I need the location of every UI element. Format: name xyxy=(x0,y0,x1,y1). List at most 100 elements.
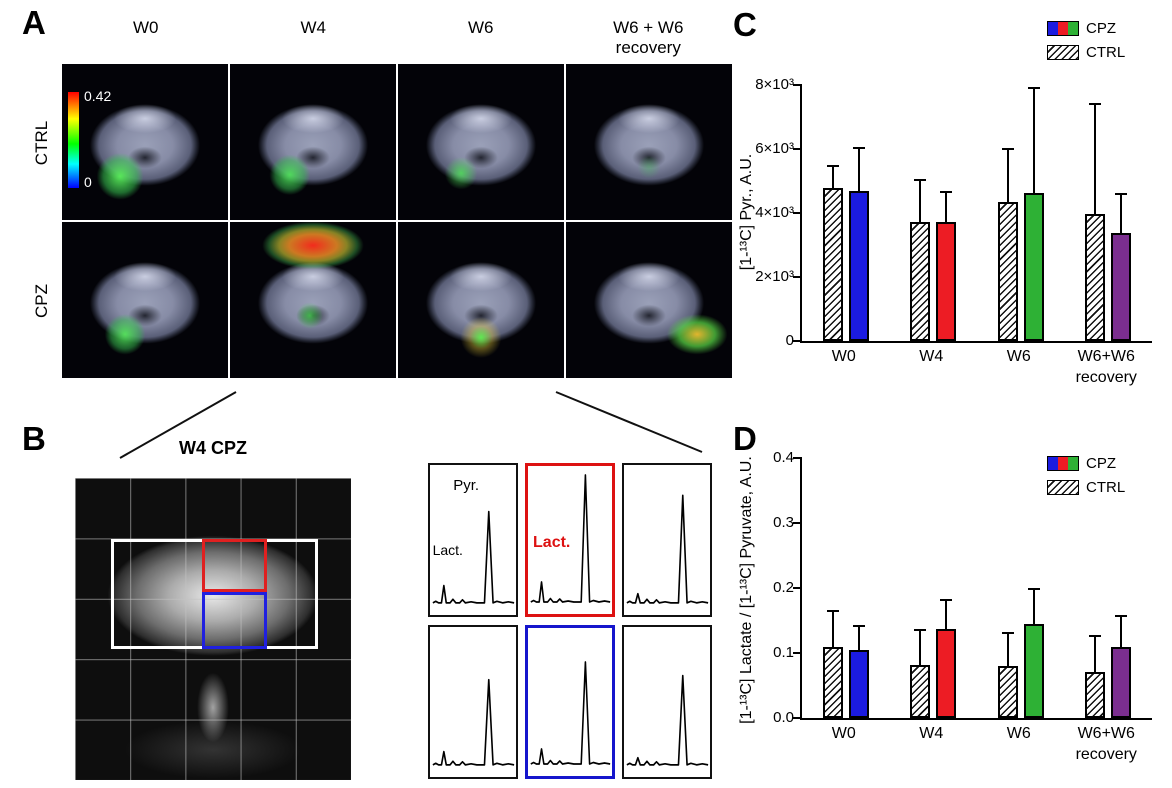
bar-cpz-w4 xyxy=(936,222,956,341)
y-axis-tick xyxy=(793,717,802,719)
bar-cpz-w6 xyxy=(1024,624,1044,718)
row-label-cpz: CPZ xyxy=(32,284,51,318)
bar-ctrl-w6 xyxy=(998,666,1018,718)
error-bar-cap xyxy=(1115,193,1127,195)
y-axis-tick xyxy=(793,652,802,654)
legend-label-ctrl: CTRL xyxy=(1086,44,1126,61)
panel-b-title: W4 CPZ xyxy=(178,438,247,458)
error-bar-cap xyxy=(1028,588,1040,590)
error-bar xyxy=(919,181,921,222)
ctrl-legend-swatch xyxy=(1047,45,1079,60)
legend-item-ctrl: CTRL xyxy=(1047,479,1125,496)
roi-red-box xyxy=(202,539,267,592)
error-bar xyxy=(1120,195,1122,233)
connector-lines xyxy=(119,391,703,459)
spectrum-trace xyxy=(432,510,515,604)
legend-panel-c: CPZ CTRL xyxy=(1047,20,1125,61)
error-bar xyxy=(1033,89,1035,193)
spectrum-top-left: Pyr. Lact. xyxy=(428,463,518,617)
lactate-peak-label-red: Lact. xyxy=(533,534,571,552)
x-category-label: W0 xyxy=(831,348,856,365)
error-bar-cap xyxy=(1002,148,1014,150)
mri-image-cpz-w6 xyxy=(398,222,564,378)
mri-image-ctrl-w6 xyxy=(398,64,564,220)
error-bar-cap xyxy=(940,599,952,601)
spectrum-top-right xyxy=(622,463,712,617)
spectrum-trace xyxy=(530,661,611,765)
y-tick-label: 8×10³ xyxy=(755,76,794,93)
voxel-grid-overlay xyxy=(75,478,351,780)
error-bar-cap xyxy=(1089,635,1101,637)
legend-label-ctrl: CTRL xyxy=(1086,479,1126,496)
error-bar xyxy=(1007,150,1009,202)
error-bar-cap xyxy=(1002,632,1014,634)
error-bar-cap xyxy=(1115,615,1127,617)
error-bar xyxy=(858,149,860,191)
ctrl-legend-swatch xyxy=(1047,480,1079,495)
legend-item-ctrl: CTRL xyxy=(1047,44,1125,61)
error-bar-cap xyxy=(914,179,926,181)
spectra-grid: Pyr. Lact. Lact. xyxy=(428,463,712,779)
colorbar-min-label: 0 xyxy=(84,174,92,190)
x-category-label: W6 xyxy=(1006,348,1031,365)
error-bar xyxy=(1120,617,1122,647)
x-category-label: W6 xyxy=(1006,725,1031,742)
mri-image-cpz-w6w6-recovery xyxy=(566,222,732,378)
header-w6: W6 xyxy=(468,18,494,37)
bar-ctrl-w6 xyxy=(998,202,1018,341)
spectrum-bottom-left xyxy=(428,625,518,779)
legend-panel-d: CPZ CTRL xyxy=(1047,455,1125,496)
x-category-label: W4 xyxy=(919,348,944,365)
panel-b-label: B xyxy=(22,420,46,457)
error-bar-cap xyxy=(1089,103,1101,105)
roi-blue-box xyxy=(202,592,267,649)
spectrum-trace xyxy=(530,474,611,603)
bar-cpz-w0 xyxy=(849,191,869,341)
spectrum-trace xyxy=(626,674,709,766)
cpz-legend-swatch xyxy=(1047,456,1079,471)
x-category-label: W6+W6 recovery xyxy=(1075,725,1137,763)
y-axis-tick xyxy=(793,212,802,214)
spectrum-trace xyxy=(626,494,709,604)
header-w4: W4 xyxy=(300,18,327,37)
bar-ctrl-w6-w6 xyxy=(1085,672,1105,718)
timepoint-headers: W0 W4 W6 W6 + W6 recovery xyxy=(62,18,732,57)
panel-c-label: C xyxy=(733,6,757,43)
y-tick-label: 6×10³ xyxy=(755,140,794,157)
error-bar-cap xyxy=(853,147,865,149)
error-bar xyxy=(832,612,834,647)
panel-a-label: A xyxy=(22,4,46,41)
y-axis-tick xyxy=(793,148,802,150)
bar-cpz-w4 xyxy=(936,629,956,718)
lactate-peak-label: Lact. xyxy=(432,541,463,558)
legend-label-cpz: CPZ xyxy=(1086,20,1116,37)
mri-image-grid xyxy=(62,64,732,378)
error-bar-cap xyxy=(914,629,926,631)
header-w0: W0 xyxy=(133,18,159,37)
legend-item-cpz: CPZ xyxy=(1047,455,1125,472)
bar-ctrl-w6-w6 xyxy=(1085,214,1105,341)
bar-ctrl-w4 xyxy=(910,665,930,718)
y-axis-tick xyxy=(793,84,802,86)
y-axis-tick xyxy=(793,340,802,342)
y-tick-label: 0.0 xyxy=(773,709,794,726)
x-category-label: W4 xyxy=(919,725,944,742)
y-tick-label: 0.3 xyxy=(773,514,794,531)
bar-ctrl-w0 xyxy=(823,188,843,341)
pyruvate-peak-label: Pyr. xyxy=(453,477,480,494)
spectrum-top-middle-red: Lact. xyxy=(525,463,615,617)
bar-cpz-w6-w6 xyxy=(1111,647,1131,718)
error-bar-cap xyxy=(853,625,865,627)
mri-image-ctrl-w0 xyxy=(62,64,228,220)
error-bar xyxy=(1033,590,1035,624)
legend-label-cpz: CPZ xyxy=(1086,455,1116,472)
lactate-pyruvate-ratio-bar-chart: 0.0 0.1 0.2 0.3 0.4 W0 W4 W6 W6+W6 recovery xyxy=(773,449,1152,788)
y-tick-label: 0.1 xyxy=(773,644,794,661)
error-bar-cap xyxy=(827,610,839,612)
header-w6-w6-recovery: W6 + W6 recovery xyxy=(613,18,684,57)
error-bar xyxy=(1007,634,1009,666)
mri-image-cpz-w4 xyxy=(230,222,396,378)
y-axis-tick xyxy=(793,457,802,459)
plot-area-d: 0.0 0.1 0.2 0.3 0.4 xyxy=(773,449,1152,726)
